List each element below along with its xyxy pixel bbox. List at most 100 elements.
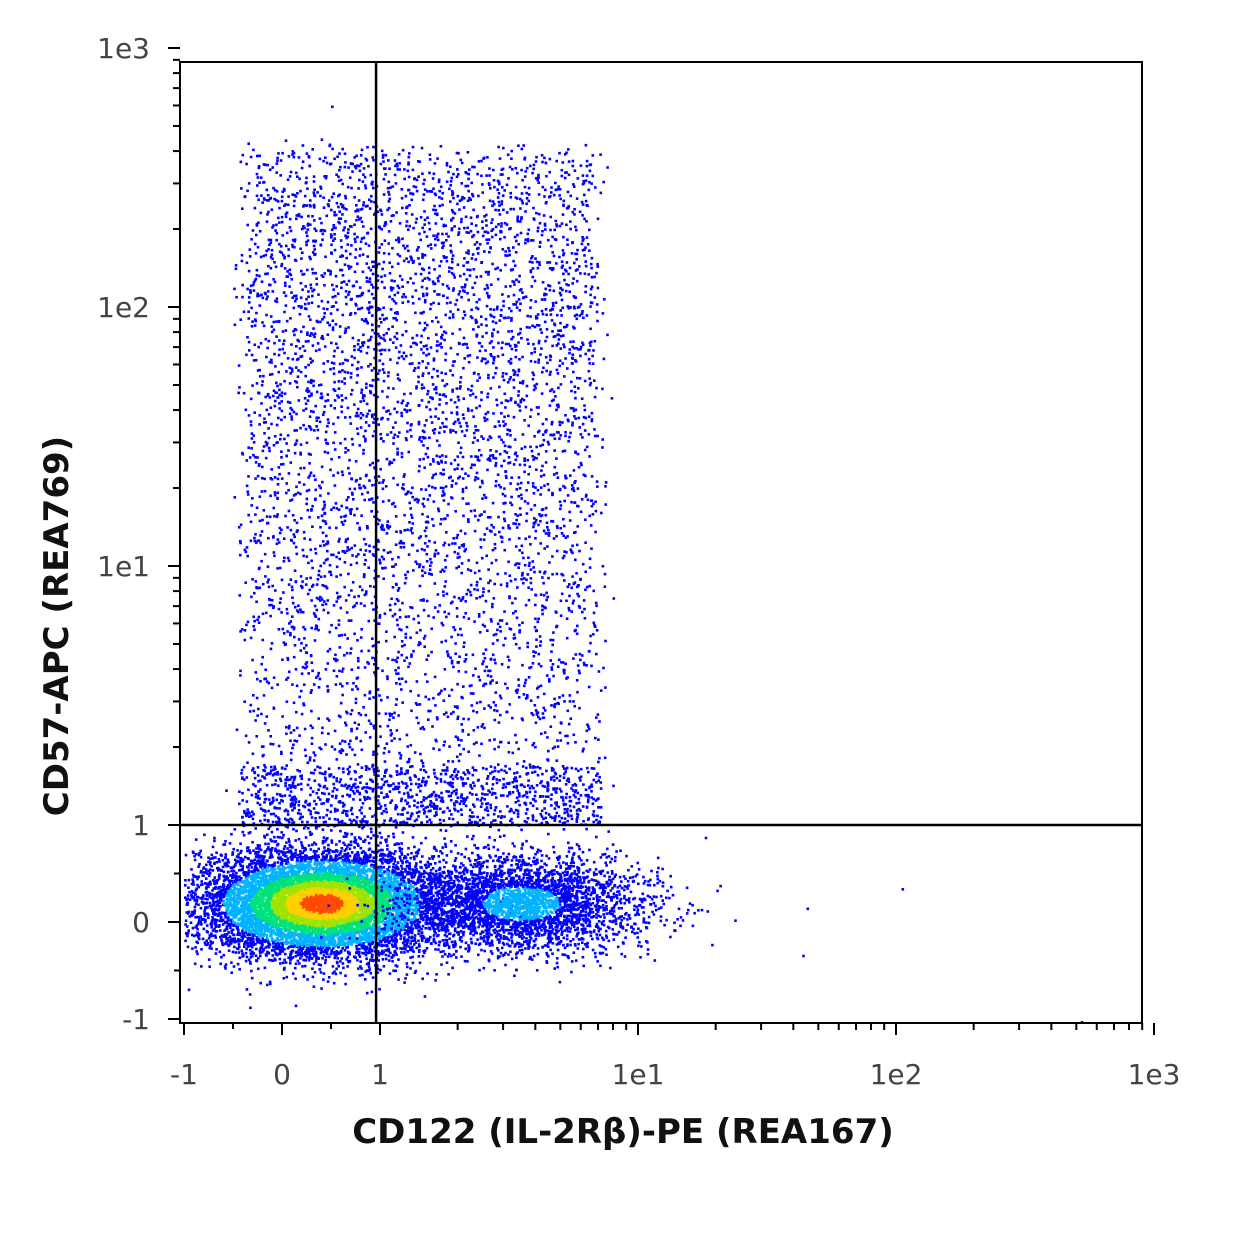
event-dot <box>221 865 225 869</box>
event-dot <box>344 982 347 986</box>
event-dot <box>315 879 318 882</box>
event-dot <box>254 884 258 887</box>
event-dot <box>329 952 333 956</box>
event-dot <box>311 975 315 979</box>
event-dot <box>384 957 388 961</box>
event-dot <box>205 877 208 880</box>
event-dot <box>401 947 404 951</box>
event-dot <box>323 849 327 852</box>
event-dot <box>312 850 316 853</box>
event-dot <box>241 864 245 868</box>
event-dot <box>298 853 302 856</box>
event-dot <box>269 838 272 841</box>
event-dot <box>283 958 286 962</box>
event-dot <box>239 910 242 913</box>
event-dot <box>211 889 214 892</box>
event-dot <box>244 895 247 898</box>
event-dot <box>205 869 208 873</box>
event-dot <box>415 868 418 871</box>
event-dot <box>244 951 248 955</box>
event-dot <box>340 957 343 960</box>
event-dot <box>198 862 201 866</box>
event-dot <box>276 861 280 864</box>
event-dot <box>296 856 299 860</box>
event-dot <box>222 883 225 886</box>
event-dot <box>317 855 320 859</box>
event-dot <box>294 839 297 842</box>
event-dot <box>333 898 336 901</box>
event-dot <box>381 852 384 856</box>
event-dot <box>362 945 366 948</box>
event-dot <box>299 932 303 936</box>
event-dot <box>434 979 437 982</box>
event-dot <box>191 891 194 895</box>
event-dot <box>274 932 277 936</box>
event-dot <box>225 891 228 895</box>
event-dot <box>353 836 357 839</box>
event-dot <box>353 853 357 857</box>
event-dot <box>359 846 363 850</box>
event-dot <box>328 955 331 959</box>
event-dot <box>247 831 251 835</box>
event-dot <box>293 966 297 970</box>
event-dot <box>306 978 309 981</box>
event-dot <box>195 950 198 953</box>
event-dot <box>442 944 446 947</box>
event-dot <box>191 926 195 930</box>
event-dot <box>368 951 372 954</box>
event-dot <box>243 886 247 889</box>
event-dot <box>204 882 207 885</box>
event-dot <box>250 866 254 869</box>
event-dot <box>255 866 259 870</box>
event-dot <box>426 872 430 876</box>
event-dot <box>192 883 195 886</box>
event-dot <box>331 937 334 941</box>
event-dot <box>204 871 207 874</box>
event-dot <box>426 914 429 918</box>
event-dot <box>312 923 315 926</box>
event-dot <box>272 879 276 883</box>
event-dot <box>207 860 210 863</box>
event-dot <box>258 951 262 955</box>
event-dot <box>256 933 260 936</box>
event-dot <box>207 881 211 885</box>
event-dot <box>195 898 199 902</box>
event-dot <box>307 844 311 847</box>
event-dot <box>273 835 276 839</box>
event-dot <box>350 867 354 871</box>
event-dot <box>400 853 404 856</box>
event-dot <box>319 951 323 955</box>
event-dot <box>270 830 274 834</box>
event-dot <box>191 873 195 877</box>
event-dot <box>194 946 197 949</box>
event-dot <box>229 879 232 882</box>
event-dot <box>363 815 366 818</box>
event-dot <box>409 918 413 922</box>
event-dot <box>368 859 372 863</box>
event-dot <box>200 880 203 883</box>
event-dot <box>394 891 397 894</box>
event-dot <box>301 857 304 861</box>
event-dot <box>323 961 327 965</box>
event-dot <box>369 827 373 831</box>
event-dot <box>314 843 318 846</box>
event-dot <box>478 878 482 882</box>
event-dot <box>433 916 436 920</box>
event-dot <box>228 842 232 845</box>
event-dot <box>342 966 345 970</box>
event-dot <box>421 879 425 882</box>
event-dot <box>222 843 225 846</box>
event-dot <box>370 881 373 884</box>
event-dot <box>187 929 190 932</box>
event-dot <box>255 947 258 951</box>
event-dot <box>211 899 215 902</box>
event-dot <box>384 876 388 880</box>
event-dot <box>339 867 342 871</box>
event-dot <box>370 830 373 834</box>
event-dot <box>388 850 391 854</box>
event-dot <box>308 952 311 956</box>
event-dot <box>210 853 214 857</box>
event-dot <box>398 874 401 877</box>
event-dot <box>359 873 362 877</box>
event-dot <box>398 849 402 853</box>
